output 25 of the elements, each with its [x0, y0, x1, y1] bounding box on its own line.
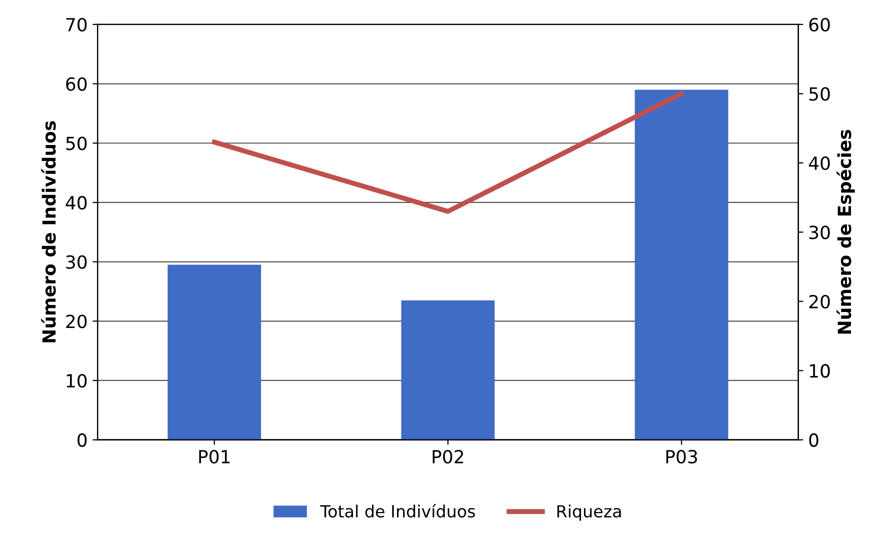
- y-tick-label: 50: [66, 136, 87, 150]
- x-tick-label: P03: [666, 450, 697, 464]
- y2-tick-label: 50: [809, 87, 830, 101]
- x-tick-label: P02: [432, 450, 464, 464]
- legend-label: Total de Indivíduos: [320, 504, 475, 518]
- y-tick-label: 30: [66, 255, 87, 269]
- bar: [168, 264, 262, 440]
- y2-tick-label: 0: [809, 433, 818, 447]
- y-tick-label: 20: [66, 314, 87, 328]
- y-tick-label: 60: [66, 77, 87, 91]
- legend-label: Riqueza: [557, 504, 621, 521]
- x-tick-label: P01: [199, 450, 230, 464]
- y-tick-label: 0: [78, 433, 87, 447]
- y-tick-label: 70: [66, 18, 87, 32]
- y2-tick-label: 30: [809, 226, 830, 240]
- y2-tick-label: 10: [810, 364, 830, 378]
- bar: [634, 90, 728, 440]
- y-tick-label: 40: [66, 196, 87, 210]
- y2-tick-label: 20: [809, 294, 830, 308]
- y2-tick-label: 40: [808, 156, 830, 170]
- y-axis-title: Número de Indivíduos: [41, 121, 56, 342]
- y2-axis-title: Número de Espécies: [836, 130, 855, 334]
- y2-tick-label: 60: [809, 18, 830, 32]
- y-tick-label: 10: [66, 374, 87, 388]
- bar: [401, 300, 495, 440]
